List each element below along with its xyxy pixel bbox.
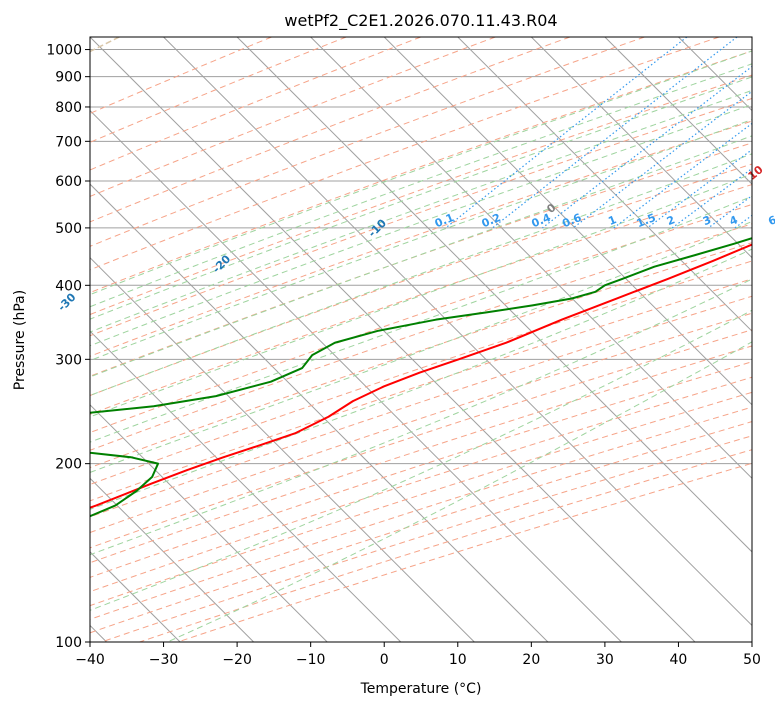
isotherm-line <box>90 404 328 642</box>
x-tick-label: −10 <box>296 652 326 668</box>
dry-adiabat-line <box>90 242 752 469</box>
dry-adiabat-line <box>90 184 752 415</box>
x-tick-label: −40 <box>75 652 105 668</box>
dry-adiabat-line <box>90 376 752 593</box>
isotherm-line <box>90 109 622 642</box>
moist-adiabat-line <box>90 153 752 396</box>
mixing-ratio-label: 6 <box>766 213 775 228</box>
y-axis: 100 200 300 400 500 600 700 800 900 1000 <box>46 43 90 651</box>
dry-adiabat-line <box>90 50 752 294</box>
isotherm-line <box>236 37 752 553</box>
y-tick-label: 100 <box>55 635 82 651</box>
y-tick-label: 200 <box>55 457 82 473</box>
isotherm-line <box>90 477 255 642</box>
moist-adiabat-line <box>90 89 752 333</box>
y-axis-title: Pressure (hPa) <box>12 290 28 390</box>
dry-adiabat-line <box>90 37 496 197</box>
dry-adiabat-line <box>90 163 752 397</box>
x-tick-label: 30 <box>596 652 614 668</box>
dry-adiabat-line <box>90 97 752 337</box>
moist-adiabat-line <box>90 119 752 362</box>
isotherm-line <box>604 37 752 185</box>
moist-adiabat-line <box>90 63 752 308</box>
x-tick-label: 0 <box>380 652 389 668</box>
isotherm-line <box>90 330 402 642</box>
mixing-ratio-line <box>671 167 752 229</box>
dry-adiabat-line <box>90 120 752 357</box>
y-tick-label: 600 <box>55 174 82 190</box>
x-tick-label: −20 <box>222 652 252 668</box>
isotherm-line <box>310 37 752 480</box>
isotherm-line <box>90 256 475 642</box>
x-tick-label: 40 <box>670 652 688 668</box>
x-tick-label: −30 <box>149 652 179 668</box>
x-tick-label: 20 <box>522 652 540 668</box>
chart-title: wetPf2_C2E1.2026.070.11.43.R04 <box>284 11 557 31</box>
mixing-ratio-line <box>542 65 752 229</box>
temperature-profile-line <box>90 243 752 509</box>
isotherm-line <box>383 37 752 406</box>
isotherm-line <box>90 183 549 642</box>
mixing-ratio-line <box>572 90 752 229</box>
isotherm-line <box>457 37 752 332</box>
y-tick-label: 300 <box>55 352 82 368</box>
isotherm-line <box>163 37 752 627</box>
mixing-ratio-line <box>492 37 738 229</box>
dry-adiabat-line <box>90 361 752 578</box>
dry-adiabat-line <box>90 142 752 377</box>
moist-adiabat-line <box>90 50 752 296</box>
x-tick-label: 50 <box>743 652 761 668</box>
background-lines <box>90 37 752 642</box>
y-tick-label: 400 <box>55 278 82 294</box>
dewpoint-profile-line <box>90 237 752 518</box>
y-tick-label: 700 <box>55 134 82 150</box>
moist-adiabat-line <box>90 278 752 556</box>
dry-adiabat-line <box>90 37 571 223</box>
isotherm-line <box>530 37 752 259</box>
moist-adiabat-line <box>90 248 752 510</box>
dry-adiabat-line <box>90 223 752 451</box>
mixing-ratio-label: 1 <box>606 213 618 228</box>
x-axis: −40 −30 −20 −10 0 10 20 30 40 50 <box>75 642 761 668</box>
moist-adiabat-line <box>90 76 752 320</box>
plot-frame <box>89 36 753 643</box>
y-tick-label: 800 <box>55 100 82 116</box>
dry-adiabat-line <box>90 278 752 502</box>
mixing-ratio-label: 3 <box>701 213 713 228</box>
y-tick-label: 900 <box>55 70 82 86</box>
x-axis-title: Temperature (°C) <box>360 681 482 697</box>
mixing-ratio-label: 2 <box>665 213 677 228</box>
dry-adiabat-line <box>90 37 347 143</box>
y-tick-label: 1000 <box>46 43 82 59</box>
y-tick-label: 500 <box>55 221 82 237</box>
isotherm-line <box>90 37 696 642</box>
x-tick-label: 10 <box>449 652 467 668</box>
dry-adiabat-line <box>90 329 752 549</box>
dry-adiabat-line <box>90 37 645 247</box>
sounding-profiles <box>90 237 752 518</box>
dry-adiabat-line <box>90 74 752 316</box>
moist-adiabat-line <box>90 173 752 418</box>
dry-adiabat-line <box>90 37 421 171</box>
